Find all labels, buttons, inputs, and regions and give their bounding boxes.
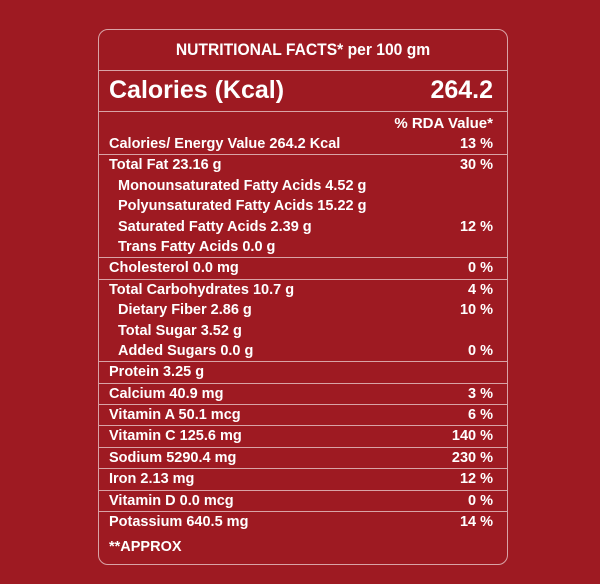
calories-label: Calories (Kcal) [109, 76, 285, 104]
nutrient-row: Dietary Fiber 2.86 g 10 % [99, 300, 507, 320]
nutrient-name: Total Sugar 3.52 g [118, 322, 242, 339]
nutrient-rda-percent: 13 % [459, 136, 493, 152]
nutrient-name: Polyunsaturated Fatty Acids 15.22 g [118, 198, 367, 215]
nutrient-rda-percent: 3 % [468, 385, 493, 402]
nutrient-list: Calories/ Energy Value 264.2 Kcal 13 % Tot… [99, 134, 507, 532]
calories-divider [99, 111, 507, 112]
nutrient-row: Cholesterol 0.0 mg 0 % [99, 257, 507, 278]
nutrient-rda-percent: 0 % [468, 342, 493, 359]
nutrient-name: Protein 3.25 g [109, 364, 205, 381]
nutrition-title: NUTRITIONAL FACTS* per 100 gm [175, 40, 431, 59]
nutrient-name: Sodium 5290.4 mg [109, 449, 237, 466]
nutrient-name: Monounsaturated Fatty Acids 4.52 g [118, 177, 367, 194]
nutrient-row: Total Carbohydrates 10.7 g 4 % [99, 278, 507, 300]
nutrient-rda-percent: 14 % [459, 514, 493, 531]
nutrient-name: Dietary Fiber 2.86 g [118, 302, 252, 319]
nutrient-name: Vitamin A 50.1 mcg [109, 407, 241, 424]
nutrient-name: Calories/ Energy Value 264.2 Kcal [109, 136, 341, 152]
nutrient-row: Total Fat 23.16 g 30 % [99, 154, 507, 175]
nutrient-row: Added Sugars 0.0 g 0 % [99, 341, 507, 361]
nutrient-row: Saturated Fatty Acids 2.39 g 12 % [99, 217, 507, 237]
nutrient-row: Calcium 40.9 mg 3 % [99, 382, 507, 404]
nutrient-row: Sodium 5290.4 mg 230 % [99, 446, 507, 468]
nutrient-name: Iron 2.13 mg [109, 471, 195, 488]
nutrient-rda-percent: 0 % [468, 260, 493, 277]
nutrient-rda-percent: 6 % [468, 407, 493, 424]
rda-header: % RDA Value* [394, 115, 493, 132]
nutrient-row: Potassium 640.5 mg 14 % [99, 511, 507, 532]
nutrient-rda-percent: 230 % [451, 449, 493, 466]
calories-value: 264.2 [430, 76, 493, 104]
title-divider [99, 70, 507, 71]
nutrient-row: Polyunsaturated Fatty Acids 15.22 g [99, 196, 507, 216]
nutrient-row: Trans Fatty Acids 0.0 g [99, 237, 507, 257]
nutrient-row: Vitamin A 50.1 mcg 6 % [99, 404, 507, 425]
nutrient-rda-percent: 12 % [459, 218, 493, 235]
nutrient-name: Total Carbohydrates 10.7 g [109, 281, 295, 298]
nutrition-facts-panel: NUTRITIONAL FACTS* per 100 gm Calories (… [98, 29, 508, 565]
nutrient-name: Vitamin C 125.6 mg [109, 428, 242, 445]
nutrient-name: Saturated Fatty Acids 2.39 g [118, 218, 312, 235]
nutrient-name: Added Sugars 0.0 g [118, 342, 254, 359]
nutrient-name: Potassium 640.5 mg [109, 514, 249, 531]
nutrient-name: Trans Fatty Acids 0.0 g [118, 238, 276, 255]
nutrient-row: Protein 3.25 g [99, 361, 507, 382]
nutrient-row: Vitamin D 0.0 mcg 0 % [99, 489, 507, 511]
nutrient-rda-percent: 30 % [459, 157, 493, 174]
nutrient-rda-percent: 0 % [468, 492, 493, 509]
nutrient-rda-percent: 4 % [468, 281, 493, 298]
footnote: **APPROX [109, 539, 182, 555]
nutrient-rda-percent: 140 % [451, 428, 493, 445]
nutrient-name: Calcium 40.9 mg [109, 385, 224, 402]
nutrient-row: Total Sugar 3.52 g [99, 321, 507, 341]
nutrient-row: Iron 2.13 mg 12 % [99, 468, 507, 489]
nutrient-name: Cholesterol 0.0 mg [109, 260, 239, 277]
nutrient-row: Vitamin C 125.6 mg 140 % [99, 425, 507, 446]
nutrient-row: Monounsaturated Fatty Acids 4.52 g [99, 176, 507, 196]
nutrient-name: Vitamin D 0.0 mcg [109, 492, 234, 509]
nutrient-rda-percent: 12 % [459, 471, 493, 488]
nutrient-rda-percent: 10 % [459, 302, 493, 319]
nutrient-row: Calories/ Energy Value 264.2 Kcal 13 % [99, 134, 507, 154]
nutrient-name: Total Fat 23.16 g [109, 157, 222, 174]
